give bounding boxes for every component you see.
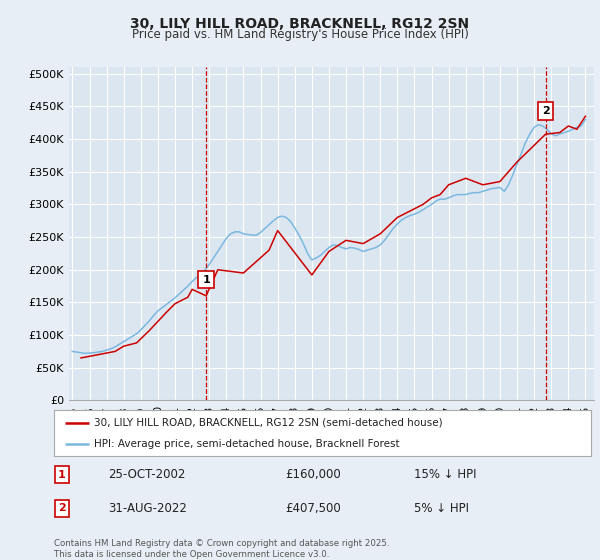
Text: 1: 1: [58, 470, 66, 479]
Text: 31-AUG-2022: 31-AUG-2022: [108, 502, 187, 515]
Text: Contains HM Land Registry data © Crown copyright and database right 2025.
This d: Contains HM Land Registry data © Crown c…: [54, 539, 389, 559]
Text: 25-OCT-2002: 25-OCT-2002: [108, 468, 185, 481]
Text: Price paid vs. HM Land Registry's House Price Index (HPI): Price paid vs. HM Land Registry's House …: [131, 28, 469, 41]
Text: 2: 2: [58, 503, 66, 513]
Text: £160,000: £160,000: [285, 468, 341, 481]
Text: 30, LILY HILL ROAD, BRACKNELL, RG12 2SN (semi-detached house): 30, LILY HILL ROAD, BRACKNELL, RG12 2SN …: [94, 418, 443, 428]
Text: 30, LILY HILL ROAD, BRACKNELL, RG12 2SN: 30, LILY HILL ROAD, BRACKNELL, RG12 2SN: [130, 17, 470, 31]
Text: 15% ↓ HPI: 15% ↓ HPI: [414, 468, 476, 481]
Text: 1: 1: [202, 274, 210, 284]
Text: 5% ↓ HPI: 5% ↓ HPI: [414, 502, 469, 515]
Text: 2: 2: [542, 106, 550, 116]
Text: £407,500: £407,500: [285, 502, 341, 515]
Text: HPI: Average price, semi-detached house, Bracknell Forest: HPI: Average price, semi-detached house,…: [94, 439, 400, 449]
